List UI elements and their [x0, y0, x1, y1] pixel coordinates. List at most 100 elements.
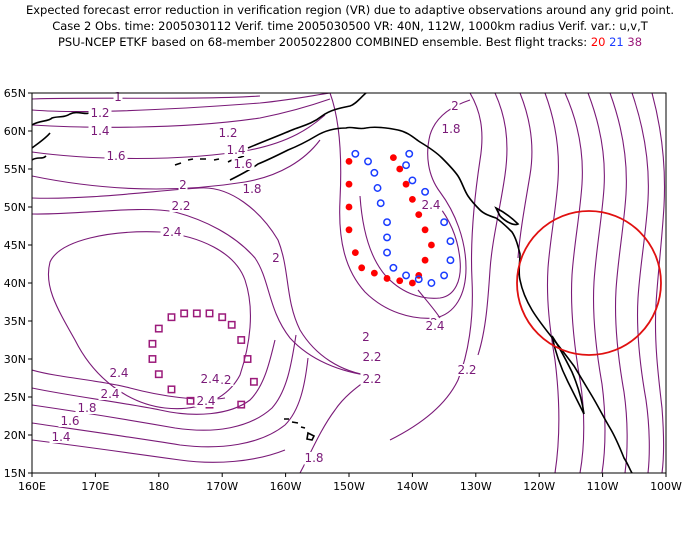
contour-label-bg [240, 183, 264, 195]
contour-line [32, 208, 373, 377]
track-38-point [154, 370, 163, 379]
contour-label: 1.4 [90, 124, 109, 138]
contour-line [32, 439, 286, 463]
contour-label-bg [360, 373, 384, 385]
lon-tick-label: 160W [270, 480, 302, 493]
contour-label-bg [107, 367, 131, 379]
contour-line [544, 93, 560, 473]
track-21-point [427, 279, 436, 287]
track-38-point [180, 309, 189, 318]
title-line-3: PSU-NCEP ETKF based on 68-member 2005022… [0, 34, 700, 50]
track-21-point [446, 256, 455, 265]
lon-tick-label: 100W [650, 480, 682, 493]
track-38-point [227, 320, 236, 329]
contour-line [32, 339, 276, 415]
contour-label: 2 [179, 178, 187, 192]
contour-label-bg [198, 373, 222, 385]
lat-tick-label: 15N [4, 467, 26, 480]
contour-label: 2.2 [171, 199, 190, 213]
lat-tick-label: 50N [4, 201, 26, 214]
axis-ticks: 160E 170E 180 170W 160W 150W 140W 130W 120W 110W 1… [4, 87, 682, 493]
lat-tick-label: 30N [4, 353, 26, 366]
contour-line [389, 93, 483, 441]
contour-label-bg [160, 226, 184, 238]
contour-label-bg [88, 125, 112, 137]
contour-label: 2 [272, 251, 280, 265]
track-38-point [237, 336, 246, 344]
contour-label: 2.2 [362, 372, 381, 386]
contour-label-bg [194, 395, 218, 407]
contour-line [32, 187, 373, 377]
contour-label-bg [302, 452, 326, 464]
track-20-point [396, 277, 404, 285]
track-20-point [428, 241, 435, 249]
contour-label-bg [455, 364, 479, 376]
track-20-point [389, 154, 397, 162]
contour-label: 1.2 [90, 106, 109, 120]
contour-label: 2.4 [425, 319, 444, 333]
contour-labels: 11.21.41.61.21.41.61.822.22.422.22.422.2… [49, 90, 479, 467]
contour-label-bg [423, 320, 447, 332]
contour-line [32, 95, 261, 100]
track-21-point [383, 218, 391, 227]
contour-label-bg [178, 179, 188, 191]
track-21-point [373, 184, 382, 192]
track-20-point [345, 226, 353, 234]
track-38-point [218, 313, 227, 322]
contour-label: 1.4 [51, 430, 70, 444]
track-38-point [167, 385, 176, 394]
map-background [32, 93, 666, 473]
track-20-point [383, 275, 391, 282]
track-21-point [376, 199, 385, 208]
contour-label: 2 [362, 330, 370, 344]
coastline [229, 126, 367, 181]
track-21-point [364, 157, 372, 166]
contour-label-bg [271, 252, 281, 264]
track-20-point [402, 180, 410, 188]
lat-tick-label: 45N [4, 239, 26, 252]
contour-label: 2.2 [362, 350, 381, 364]
track-20-point [421, 256, 429, 264]
contour-line [32, 98, 331, 128]
contour-label-bg [88, 107, 112, 119]
contour-label: 1.8 [77, 401, 96, 415]
contour-label-bg [49, 431, 73, 443]
contour-label: 1.6 [233, 157, 252, 171]
figure-header: Expected forecast error reduction in ver… [0, 2, 700, 50]
contour-label: 1 [114, 90, 122, 104]
lat-tick-label: 20N [4, 429, 26, 442]
lon-tick-label: 160E [18, 480, 46, 493]
contour-label: 2.4 [100, 387, 119, 401]
contour-label-bg [360, 351, 384, 363]
track-20-point [351, 249, 359, 256]
track-20-point [345, 203, 353, 211]
contour-label-bg [169, 200, 193, 212]
track-20-point [409, 196, 416, 203]
contour-label: 1.8 [242, 182, 261, 196]
contour-label: 2.4 [200, 372, 219, 386]
track-21-point [440, 218, 449, 227]
contour-label-bg [104, 150, 128, 162]
contour-line [32, 334, 297, 431]
lon-tick-label: 150W [333, 480, 365, 493]
contour-label-bg [58, 415, 82, 427]
track-20-point [358, 264, 366, 272]
contour-label: 2 [451, 99, 459, 113]
track-20-point [370, 269, 378, 277]
contour-line [417, 289, 441, 319]
vancouver-island [494, 206, 520, 226]
contour-line [609, 93, 628, 473]
lon-tick-label: 110W [587, 480, 619, 493]
contour-label-bg [98, 388, 122, 400]
contour-label-bg [75, 402, 99, 414]
track-21-point [408, 176, 417, 185]
contour-line [651, 93, 666, 473]
title-line-2: Case 2 Obs. time: 2005030112 Verif. time… [52, 19, 648, 33]
track-38-point [148, 339, 157, 348]
contour-line [477, 93, 508, 356]
track-38-point [148, 355, 157, 363]
lon-tick-label: 130W [460, 480, 492, 493]
contour-lines [32, 93, 666, 473]
track-38-point [237, 400, 246, 409]
